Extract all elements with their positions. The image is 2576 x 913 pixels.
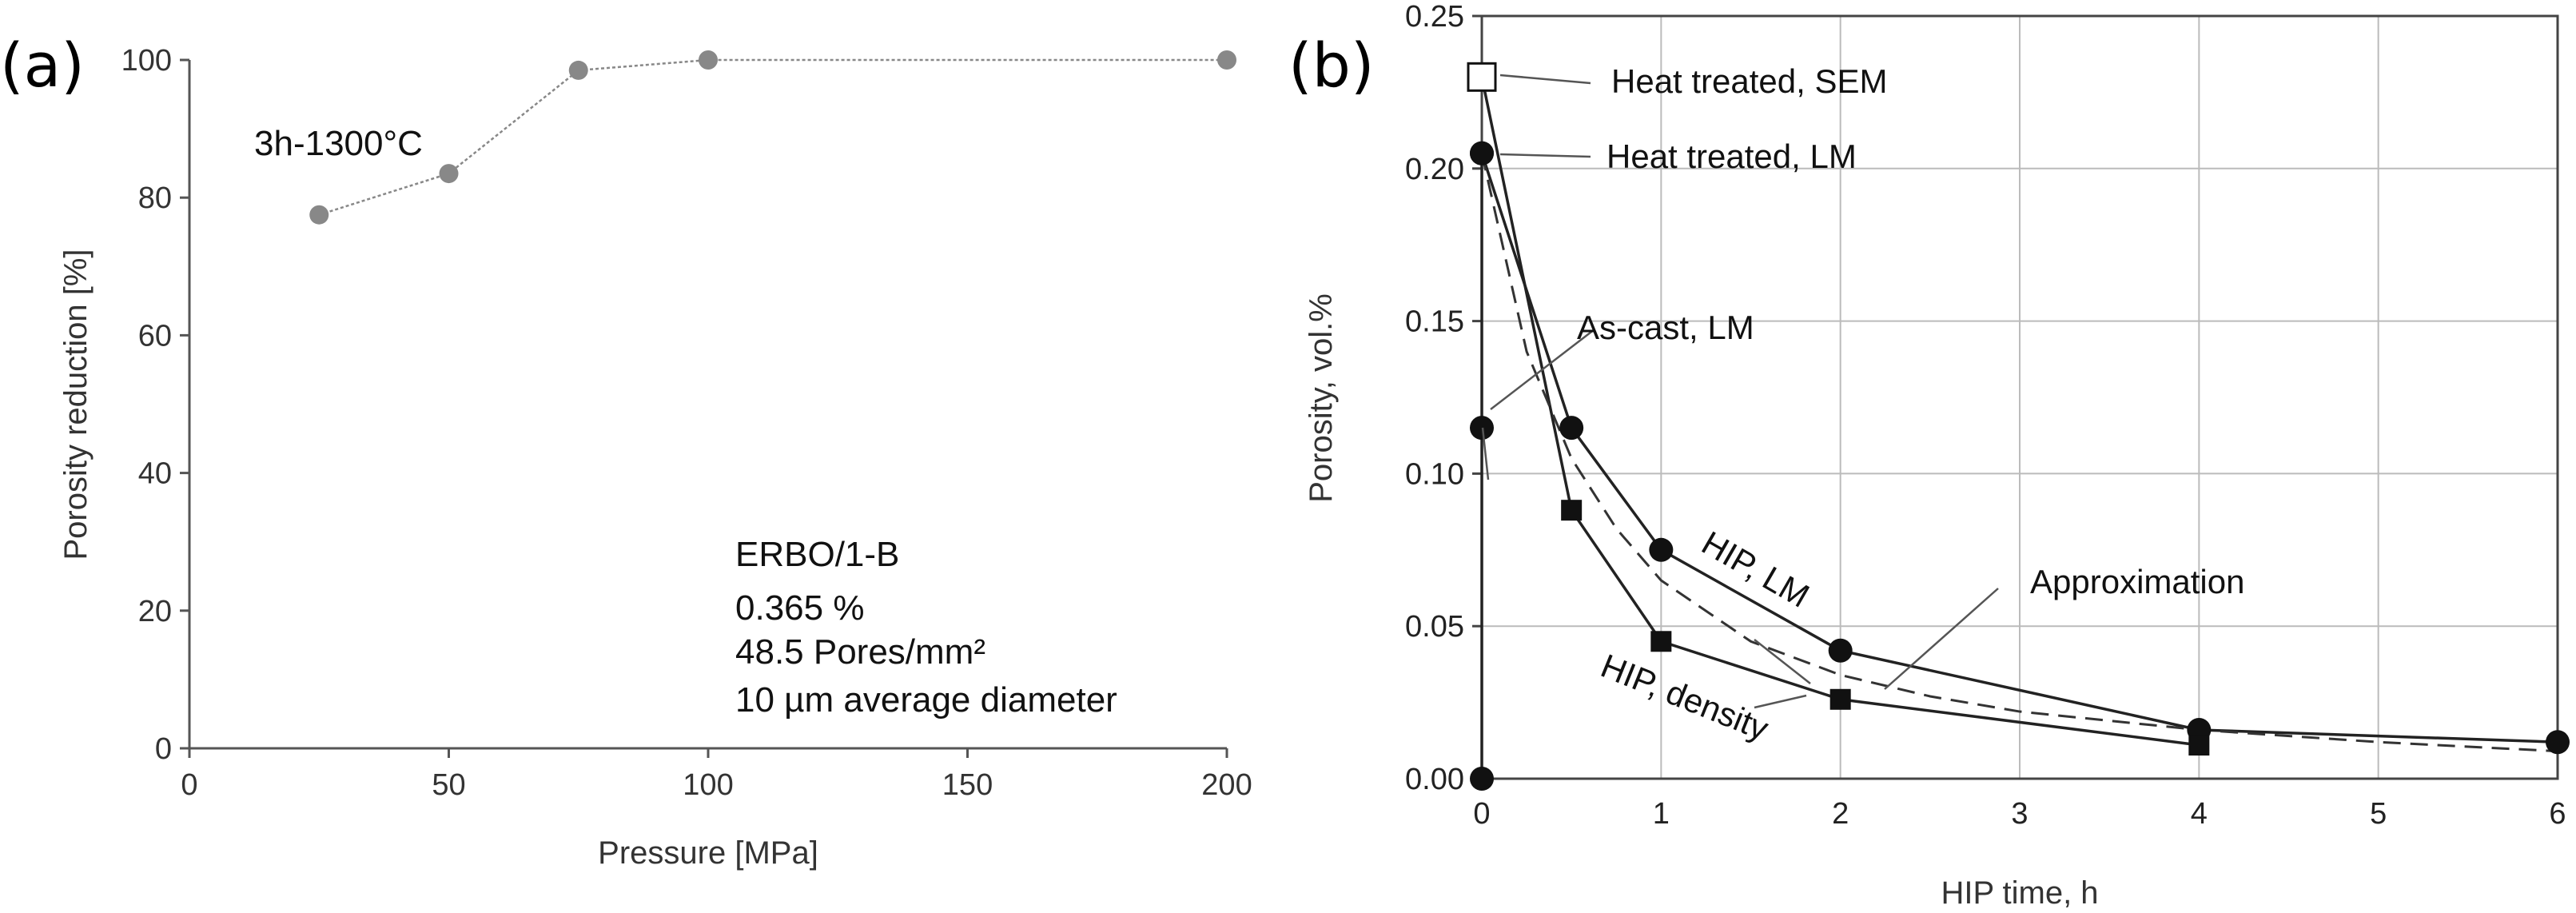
arrow-heat-lm [1499, 153, 1591, 158]
panel-b-y-tick-label: 0.25 [1405, 0, 1464, 34]
panel-a-series [309, 50, 1236, 225]
panel-a-data-point [309, 205, 329, 225]
panel-b-x-tick-label: 2 [1832, 797, 1849, 831]
hip-lm-point [1828, 638, 1853, 663]
annotation-heat-treated-lm: Heat treated, LM [1607, 138, 1857, 175]
panel-a-y-tick-label: 0 [155, 732, 172, 766]
panel-a-x-tick-label: 100 [683, 768, 733, 802]
panel-a-data-point [568, 60, 588, 80]
panel-a-x-tick-label: 0 [181, 768, 197, 802]
panel-b-x-tick-label: 0 [1473, 797, 1490, 831]
extra-point [1470, 767, 1494, 791]
panel-b-label: (b) [1288, 30, 1375, 101]
panel-a-info-line: 48.5 Pores/mm² [735, 632, 985, 672]
approximation-curve [1480, 153, 2558, 753]
panel-b-x-tick-label: 6 [2549, 797, 2566, 831]
hip-lm-point [1559, 416, 1584, 441]
panel-a-x-tick-label: 50 [432, 768, 465, 802]
panel-a-data-point [1217, 50, 1236, 70]
panel-a-info-line: 10 µm average diameter [735, 680, 1117, 720]
hip-density-point [2188, 735, 2210, 756]
panel-a: (a) 0 50 100 150 200 0 20 40 60 80 100 3h-1300°C E… [0, 30, 1252, 871]
panel-b-x-tick-label: 4 [2191, 797, 2208, 831]
panel-a-x-label: Pressure [MPa] [598, 835, 818, 871]
panel-a-x-tick-label: 150 [942, 768, 993, 802]
heat-treated-sem-point [1467, 62, 1497, 92]
arrow-approximation [1884, 588, 1999, 690]
panel-a-y-tick-label: 20 [138, 595, 172, 628]
panel-a-info-box: ERBO/1-B 0.365 % 48.5 Pores/mm² 10 µm av… [735, 535, 1117, 720]
panel-b-x-tick-label: 1 [1653, 797, 1670, 831]
annotation-as-cast-lm: As-cast, LM [1577, 309, 1754, 346]
panel-a-label: (a) [0, 30, 85, 101]
arrow-as-cast-from-axis [1481, 427, 1490, 480]
panel-a-y-tick-label: 80 [138, 181, 172, 215]
arrow-heat-sem [1499, 74, 1591, 85]
hip-density-point [1561, 500, 1583, 521]
panel-b-y-tick-label: 0.10 [1405, 457, 1464, 491]
hip-lm-point [1649, 537, 1674, 562]
panel-a-y-tick-label: 40 [138, 457, 172, 491]
extra-point [1470, 141, 1494, 165]
panel-b-y-tick-label: 0.05 [1405, 610, 1464, 644]
panel-a-ticks: 0 50 100 150 200 0 20 40 60 80 100 [121, 44, 1252, 802]
panel-a-y-label: Porosity reduction [%] [58, 249, 94, 560]
panel-a-y-tick-label: 60 [138, 319, 172, 353]
panel-b-y-tick-label: 0.00 [1405, 763, 1464, 796]
panel-b-annotation-arrows [1481, 74, 1999, 709]
panel-a-curve-label: 3h-1300°C [254, 124, 423, 163]
panel-a-series-line [318, 58, 1227, 216]
panel-b-x-tick-label: 3 [2011, 797, 2028, 831]
arrow-hip-density-curve [1754, 694, 1807, 709]
panel-b-series [1467, 62, 2570, 791]
panel-b-y-label: Porosity, vol.% [1304, 293, 1339, 503]
panel-b: (b) 0 1 2 3 4 5 6 0.00 0.05 0.10 0.15 0.20 0.25 Heat… [1288, 0, 2570, 911]
hip-lm-line [1480, 153, 2558, 744]
hip-density-point [1650, 631, 1672, 652]
panel-a-info-line: ERBO/1-B [735, 535, 899, 574]
hip-lm-point [2546, 730, 2570, 755]
annotation-hip-lm: HIP, LM [1696, 524, 1816, 615]
panel-b-x-tick-label: 5 [2370, 797, 2387, 831]
annotation-approximation: Approximation [2030, 563, 2244, 600]
panel-b-y-tick-label: 0.15 [1405, 305, 1464, 339]
panel-a-y-tick-label: 100 [121, 44, 172, 78]
panel-a-data-point [699, 50, 718, 70]
panel-a-x-tick-label: 200 [1201, 768, 1252, 802]
hip-density-point [1829, 688, 1851, 710]
arrow-as-cast-to-point [1490, 329, 1595, 410]
panel-b-ticks: 0 1 2 3 4 5 6 0.00 0.05 0.10 0.15 0.20 0.25 [1405, 0, 2566, 831]
panel-b-x-label: HIP time, h [1941, 875, 2098, 911]
arrow-hip-lm-curve [1754, 639, 1811, 684]
annotation-heat-treated-sem: Heat treated, SEM [1611, 62, 1888, 100]
panel-b-y-tick-label: 0.20 [1405, 153, 1464, 186]
panel-a-info-line: 0.365 % [735, 588, 864, 628]
panel-a-data-point [439, 164, 459, 184]
annotation-hip-density: HIP, density [1596, 647, 1774, 748]
